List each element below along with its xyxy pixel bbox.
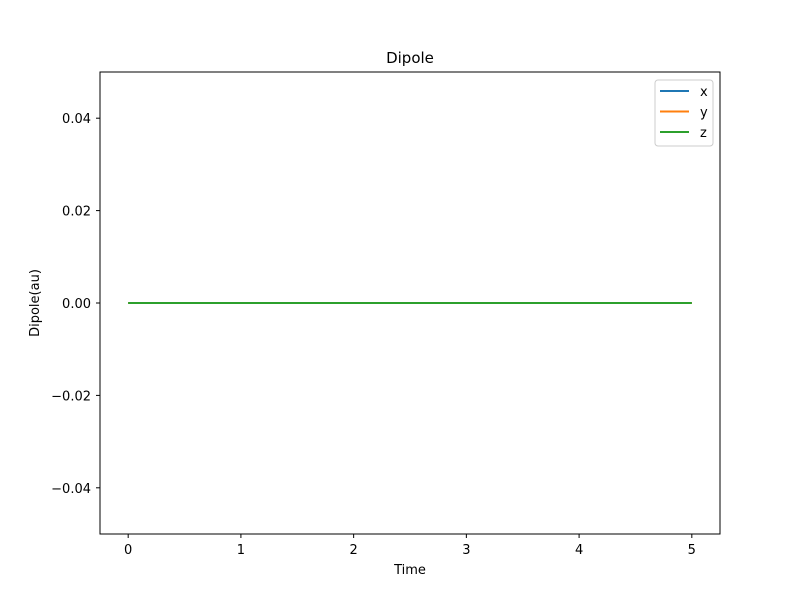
x-axis: 0 1 2 3 4 5 [124, 534, 696, 558]
x-tick-label: 1 [237, 543, 245, 558]
y-axis: −0.04 −0.02 0.00 0.02 0.04 [51, 112, 100, 497]
legend: xyz [654, 79, 714, 147]
y-tick-label: −0.04 [51, 482, 91, 497]
legend-label-z: z [700, 126, 707, 141]
y-tick-label: 0.02 [62, 205, 91, 220]
x-tick-label: 4 [575, 543, 583, 558]
legend-label-x: x [700, 85, 708, 100]
legend-label-y: y [700, 106, 708, 121]
x-axis-label: Time [393, 563, 426, 578]
y-tick-label: 0.04 [62, 112, 91, 127]
x-tick-label: 3 [462, 543, 470, 558]
x-tick-label: 5 [688, 543, 696, 558]
chart-title: Dipole [386, 49, 434, 67]
y-tick-label: −0.02 [51, 389, 91, 404]
x-tick-label: 0 [124, 543, 132, 558]
y-axis-label: Dipole(au) [28, 269, 43, 337]
x-tick-label: 2 [349, 543, 357, 558]
legend-box [654, 79, 714, 147]
y-tick-label: 0.00 [62, 297, 91, 312]
